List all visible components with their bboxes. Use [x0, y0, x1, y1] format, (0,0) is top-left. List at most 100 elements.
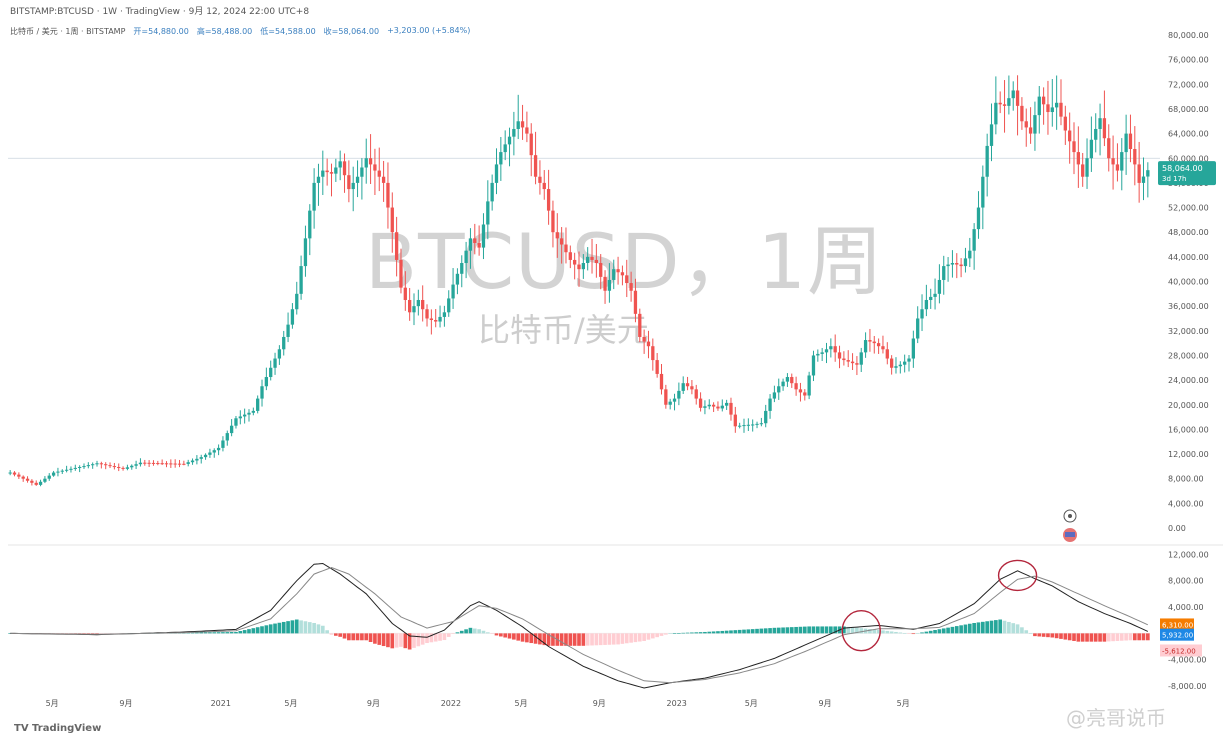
macd-hist-bar	[1106, 633, 1111, 642]
candle-body	[781, 381, 785, 387]
macd-hist-bar	[416, 633, 421, 647]
candle-body	[916, 318, 920, 339]
macd-hist-bar	[516, 633, 521, 641]
macd-hist-bar	[95, 633, 99, 634]
tradingview-logo[interactable]: TV TradingView	[14, 723, 102, 734]
macd-hist-bar	[412, 633, 416, 648]
macd-hist-bar	[998, 619, 1003, 634]
macd-hist-bar	[577, 633, 581, 646]
candle-body	[646, 341, 651, 347]
candle-body	[117, 466, 121, 468]
candle-body	[1024, 121, 1028, 128]
macd-hist-bar	[329, 633, 334, 635]
candle-body	[104, 464, 108, 466]
candle-body	[112, 466, 117, 468]
candle-body	[642, 336, 646, 342]
macd-hist-bar	[373, 633, 377, 644]
macd-axis-tick: 8,000.00	[1168, 577, 1204, 586]
candle-body	[633, 290, 638, 314]
candle-body	[30, 480, 34, 483]
candle-body	[1141, 176, 1146, 183]
candle-body	[629, 283, 633, 291]
macd-hist-bar	[750, 629, 755, 634]
macd-hist-bar	[533, 633, 538, 644]
candle-body	[963, 258, 968, 267]
candle-body	[43, 478, 47, 482]
macd-hist-bar	[294, 619, 299, 634]
candle-body	[460, 263, 464, 274]
candle-body	[269, 367, 273, 378]
candle-body	[1033, 115, 1037, 134]
macd-hist-bar	[607, 633, 612, 645]
macd-hist-bar	[716, 631, 720, 634]
candle-body	[533, 155, 538, 177]
macd-hist-bar	[842, 626, 846, 634]
candle-body	[429, 318, 434, 321]
candle-body	[421, 299, 425, 310]
macd-hist-bar	[785, 627, 790, 634]
candle-body	[47, 475, 51, 479]
macd-hist-bar	[876, 629, 881, 634]
macd-hist-bar	[247, 629, 251, 634]
macd-hist-bar	[802, 626, 807, 634]
candle-body	[69, 468, 73, 470]
macd-hist-bar	[360, 633, 364, 641]
macd-hist-bar	[468, 627, 473, 634]
macd-hist-bar	[455, 632, 460, 634]
macd-hist-bar	[668, 633, 673, 634]
candle-body	[620, 272, 625, 276]
macd-hist-bar	[737, 629, 742, 634]
time-axis-tick: 9月	[819, 699, 832, 708]
price-axis-tick: 24,000.00	[1168, 376, 1209, 385]
macd-hist-bar	[920, 632, 924, 634]
macd-hist-bar	[581, 633, 586, 646]
candle-body	[351, 182, 355, 190]
candle-body	[985, 145, 989, 177]
macd-hist-bar	[646, 633, 651, 640]
candle-body	[130, 465, 134, 468]
candle-body	[329, 172, 334, 174]
candle-body	[881, 346, 885, 350]
macd-hist-bar	[203, 632, 208, 634]
macd-hist-bar	[399, 633, 403, 647]
macd-hist-bar	[420, 633, 425, 645]
time-axis-tick: 5月	[897, 699, 910, 708]
macd-hist-bar	[972, 622, 976, 634]
candle-body	[694, 389, 698, 399]
macd-hist-bar	[316, 624, 321, 634]
candle-body	[373, 164, 377, 171]
candle-body	[390, 207, 394, 233]
candle-body	[234, 418, 238, 426]
candle-body	[1120, 152, 1124, 171]
macd-hist-bar	[898, 632, 903, 634]
candle-body	[347, 175, 351, 190]
candle-body	[8, 472, 12, 474]
macd-hist-bar	[655, 633, 659, 638]
time-axis-tick: 5月	[284, 699, 297, 708]
macd-hist-bar	[1102, 633, 1107, 642]
macd-hist-bar	[976, 622, 981, 634]
macd-hist-bar	[1111, 633, 1115, 642]
settings-dot-center	[1068, 514, 1072, 518]
macd-hist-bar	[724, 630, 729, 634]
macd-hist-bar	[885, 630, 890, 634]
candle-body	[1015, 90, 1020, 106]
macd-hist-bar	[681, 632, 686, 634]
macd-hist-bar	[390, 633, 395, 649]
candle-body	[1076, 152, 1081, 165]
macd-hist-bar	[273, 623, 277, 634]
macd-hist-bar	[794, 626, 798, 634]
candle-body	[277, 349, 282, 359]
price-axis-tick: 12,000.00	[1168, 450, 1209, 459]
candle-body	[738, 425, 742, 427]
macd-hist-bar	[1124, 633, 1128, 641]
candle-body	[599, 263, 603, 277]
candle-body	[1107, 138, 1111, 159]
candle-body	[894, 366, 898, 368]
candle-body	[955, 263, 959, 265]
macd-hist-bar	[590, 633, 594, 646]
macd-hist-bar	[911, 633, 916, 635]
candle-body	[342, 161, 347, 176]
